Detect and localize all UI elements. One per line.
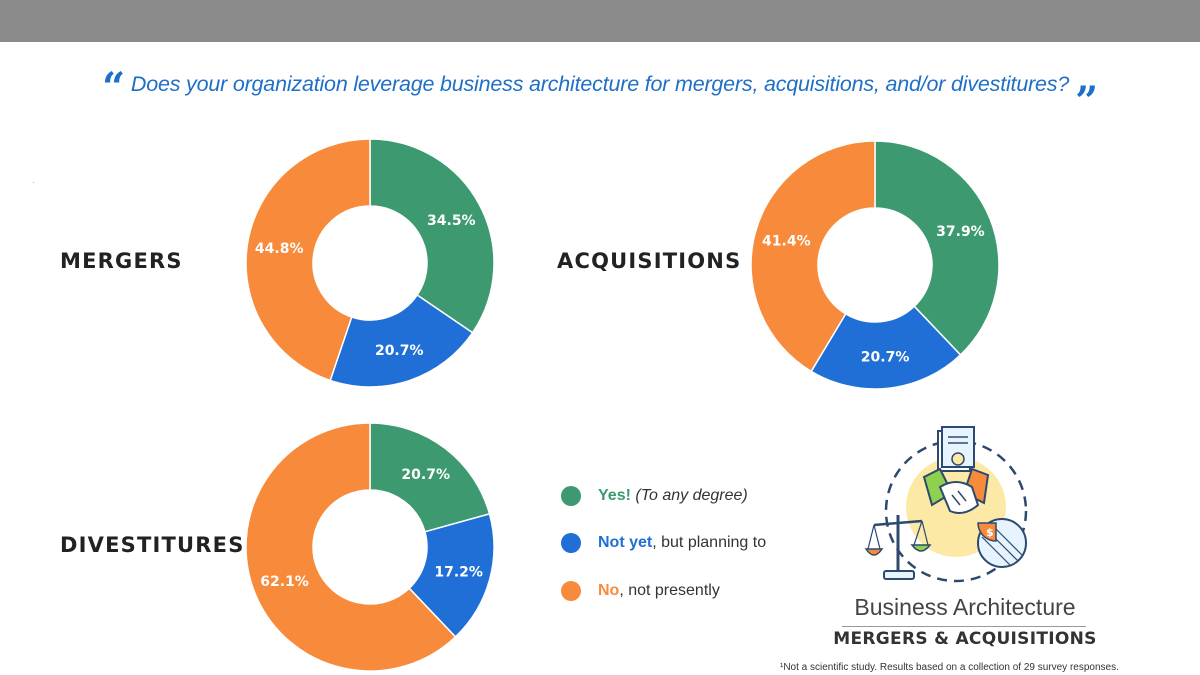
question-text: Does your organization leverage business…	[130, 72, 1070, 96]
handshake-illustration: $	[864, 426, 1028, 583]
slice-acquisitions-not-yet	[810, 305, 962, 390]
legend-swatch-no	[561, 581, 581, 601]
svg-text:$: $	[986, 526, 994, 539]
legend-lead-not-yet: Not yet	[598, 534, 653, 551]
legend-swatch-yes	[561, 486, 581, 506]
chart-title-divestitures: DIVESTITURES	[60, 533, 245, 557]
close-quote-icon: ”	[1075, 78, 1098, 125]
data-label-acquisitions-no: 41.4%	[762, 233, 811, 249]
slice-divestitures-yes	[369, 422, 491, 533]
data-label-divestitures-not-yet: 17.2%	[434, 565, 483, 581]
survey-question: “Does your organization leverage busines…	[0, 68, 1200, 122]
data-label-mergers-not-yet: 20.7%	[375, 343, 424, 359]
brand-subtitle: MERGERS & ACQUISITIONS	[833, 629, 1097, 649]
legend-item-not-yet: Not yet, but planning to	[561, 531, 766, 555]
slice-divestitures-not-yet	[408, 512, 495, 638]
data-label-divestitures-no: 62.1%	[260, 574, 309, 590]
pie-coin-icon: $	[977, 518, 1027, 568]
top-bar	[0, 0, 1200, 42]
certificate-icon	[937, 426, 975, 472]
slice-acquisitions-yes	[874, 140, 1000, 356]
open-quote-icon: “	[102, 64, 125, 111]
brand-divider	[842, 626, 1086, 627]
legend-rest-not-yet: , but planning to	[652, 534, 767, 551]
stray-mark: ·	[32, 178, 35, 187]
slice-mergers-no	[245, 138, 371, 382]
scales-icon	[864, 515, 932, 580]
slice-acquisitions-no	[750, 140, 876, 373]
chart-title-acquisitions: ACQUISITIONS	[557, 249, 742, 273]
data-label-acquisitions-yes: 37.9%	[936, 224, 985, 240]
slice-mergers-yes	[369, 138, 495, 334]
legend-swatch-not-yet	[561, 533, 581, 553]
data-label-mergers-no: 44.8%	[255, 241, 304, 257]
legend-lead-no: No	[598, 582, 620, 599]
legend-lead-yes: Yes!	[598, 487, 631, 504]
footnote: ¹Not a scientific study. Results based o…	[780, 662, 1119, 673]
legend-item-no: No, not presently	[561, 579, 720, 603]
legend-text-yes: Yes! (To any degree)	[598, 487, 748, 505]
legend-rest-no: , not presently	[619, 582, 720, 599]
slice-mergers-not-yet	[329, 293, 474, 388]
data-label-mergers-yes: 34.5%	[427, 213, 476, 229]
legend-rest-yes: (To any degree)	[635, 487, 748, 504]
data-label-acquisitions-not-yet: 20.7%	[861, 349, 910, 365]
legend-item-yes: Yes! (To any degree)	[561, 484, 748, 508]
legend-text-no: No, not presently	[598, 582, 720, 600]
data-label-divestitures-yes: 20.7%	[401, 467, 450, 483]
legend-text-not-yet: Not yet, but planning to	[598, 534, 766, 552]
handshake-icon	[922, 467, 990, 514]
slice-divestitures-no	[245, 422, 457, 672]
brand-title: Business Architecture	[854, 594, 1076, 620]
chart-title-mergers: MERGERS	[60, 249, 183, 273]
